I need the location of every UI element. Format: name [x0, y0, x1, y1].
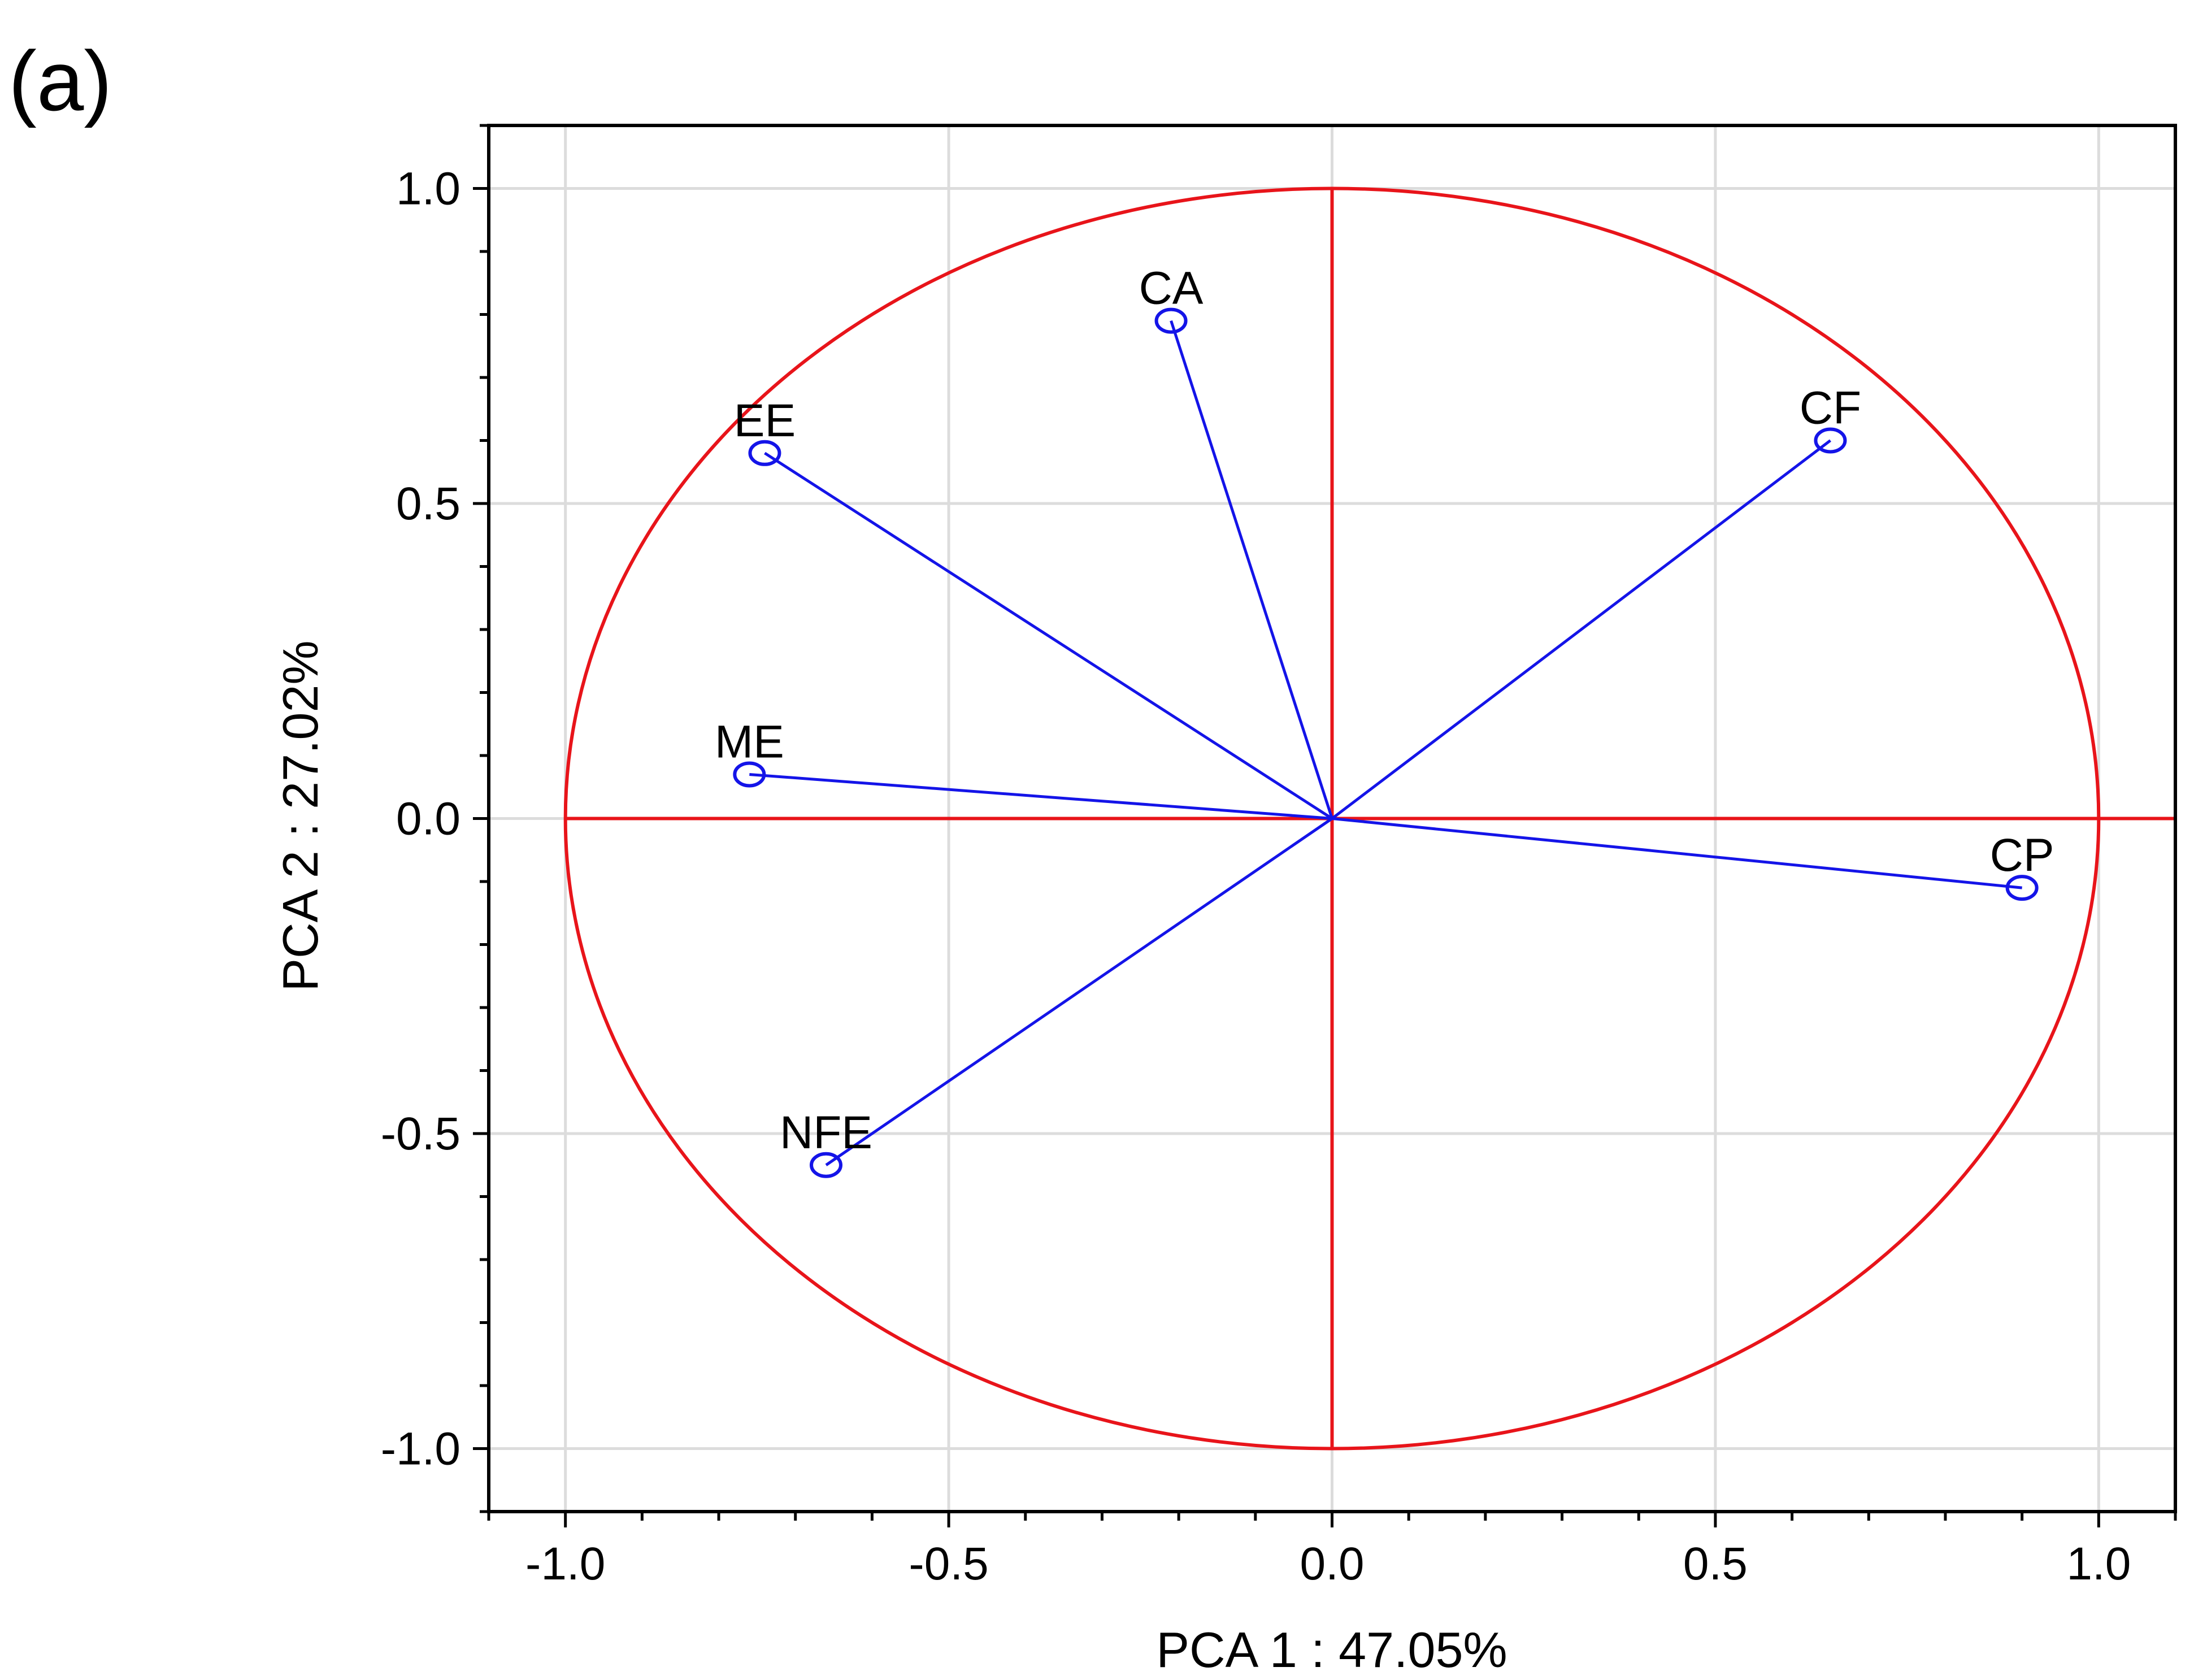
point-marker-ee: [748, 440, 781, 466]
y-axis-label: PCA 2 : 27.02%: [272, 640, 328, 991]
y-tick-label: -1.0: [381, 1423, 460, 1475]
point-marker-cf: [1814, 427, 1847, 454]
point-marker-cp: [2005, 875, 2039, 901]
vector-line-ee: [764, 452, 1333, 820]
tick-labels: -1.0 -0.5 0.0 0.5 1.0 1.0 0.5 0.0 -0.5 -1.0: [381, 163, 2131, 1590]
y-tick-label: 0.5: [396, 478, 460, 529]
vector-line-ca: [1170, 320, 1333, 819]
x-tick-label: 0.5: [1683, 1538, 1748, 1590]
loading-vectors: CA EE CF ME CP NFE: [715, 263, 2054, 1178]
x-tick-label: -1.0: [525, 1538, 605, 1590]
point-label-cf: CF: [1800, 383, 1861, 434]
point-label-me: ME: [715, 716, 784, 767]
point-label-cp: CP: [1990, 830, 2054, 881]
point-label-nfe: NFE: [780, 1107, 872, 1158]
axis-ticks: [473, 124, 2177, 1527]
y-tick-label: -0.5: [381, 1108, 460, 1160]
vector-line-nfe: [825, 817, 1333, 1166]
x-axis-label: PCA 1 : 47.05%: [1156, 1622, 1507, 1678]
point-marker-me: [733, 761, 766, 788]
point-marker-ca: [1154, 307, 1188, 334]
point-label-ee: EE: [734, 395, 796, 446]
correlation-circle: [563, 186, 2175, 1451]
x-tick-label: 1.0: [2066, 1538, 2131, 1590]
y-tick-label: 0.0: [396, 793, 460, 845]
point-marker-nfe: [810, 1152, 842, 1178]
point-label-ca: CA: [1139, 263, 1204, 314]
x-tick-label: 0.0: [1300, 1538, 1365, 1590]
y-tick-label: 1.0: [396, 163, 460, 215]
vector-line-cf: [1331, 439, 1831, 820]
x-tick-label: -0.5: [909, 1538, 988, 1590]
vector-line-cp: [1332, 817, 2022, 889]
panel-label: (a): [8, 33, 112, 128]
vector-line-me: [749, 772, 1332, 820]
